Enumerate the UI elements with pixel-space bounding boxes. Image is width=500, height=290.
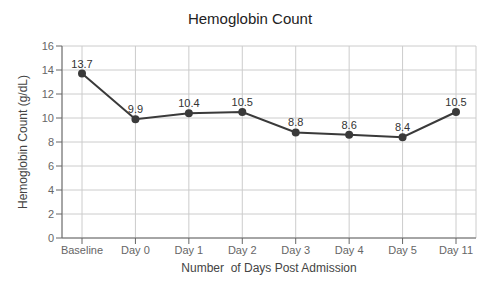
- svg-text:Day 4: Day 4: [335, 244, 364, 256]
- svg-text:9.9: 9.9: [128, 103, 143, 115]
- svg-text:10.5: 10.5: [232, 96, 253, 108]
- svg-text:8.4: 8.4: [395, 121, 410, 133]
- svg-text:13.7: 13.7: [71, 58, 92, 70]
- svg-text:Day 2: Day 2: [228, 244, 257, 256]
- svg-text:Day 1: Day 1: [174, 244, 203, 256]
- svg-text:Baseline: Baseline: [61, 244, 103, 256]
- svg-text:Day 3: Day 3: [281, 244, 310, 256]
- svg-text:Day 0: Day 0: [121, 244, 150, 256]
- svg-text:10.4: 10.4: [178, 97, 199, 109]
- svg-text:Number of Days Post Admission: Number of Days Post Admission: [181, 261, 356, 275]
- svg-text:8.8: 8.8: [288, 116, 303, 128]
- svg-text:16: 16: [42, 40, 54, 52]
- svg-text:Day 11: Day 11: [439, 244, 473, 256]
- svg-text:12: 12: [42, 88, 54, 100]
- svg-text:10.5: 10.5: [445, 96, 466, 108]
- svg-text:8: 8: [48, 136, 54, 148]
- svg-text:10: 10: [42, 112, 54, 124]
- svg-text:4: 4: [48, 184, 54, 196]
- html-text:Hemoglobin Count: Hemoglobin Count: [187, 10, 313, 27]
- svg-text:6: 6: [48, 160, 54, 172]
- svg-text:Hemoglobin Count (g/dL): Hemoglobin Count (g/dL): [16, 75, 30, 209]
- svg-text:8.6: 8.6: [341, 119, 356, 131]
- svg-text:14: 14: [42, 64, 54, 76]
- svg-text:Day 5: Day 5: [388, 244, 417, 256]
- svg-text:2: 2: [48, 208, 54, 220]
- svg-text:0: 0: [48, 232, 54, 244]
